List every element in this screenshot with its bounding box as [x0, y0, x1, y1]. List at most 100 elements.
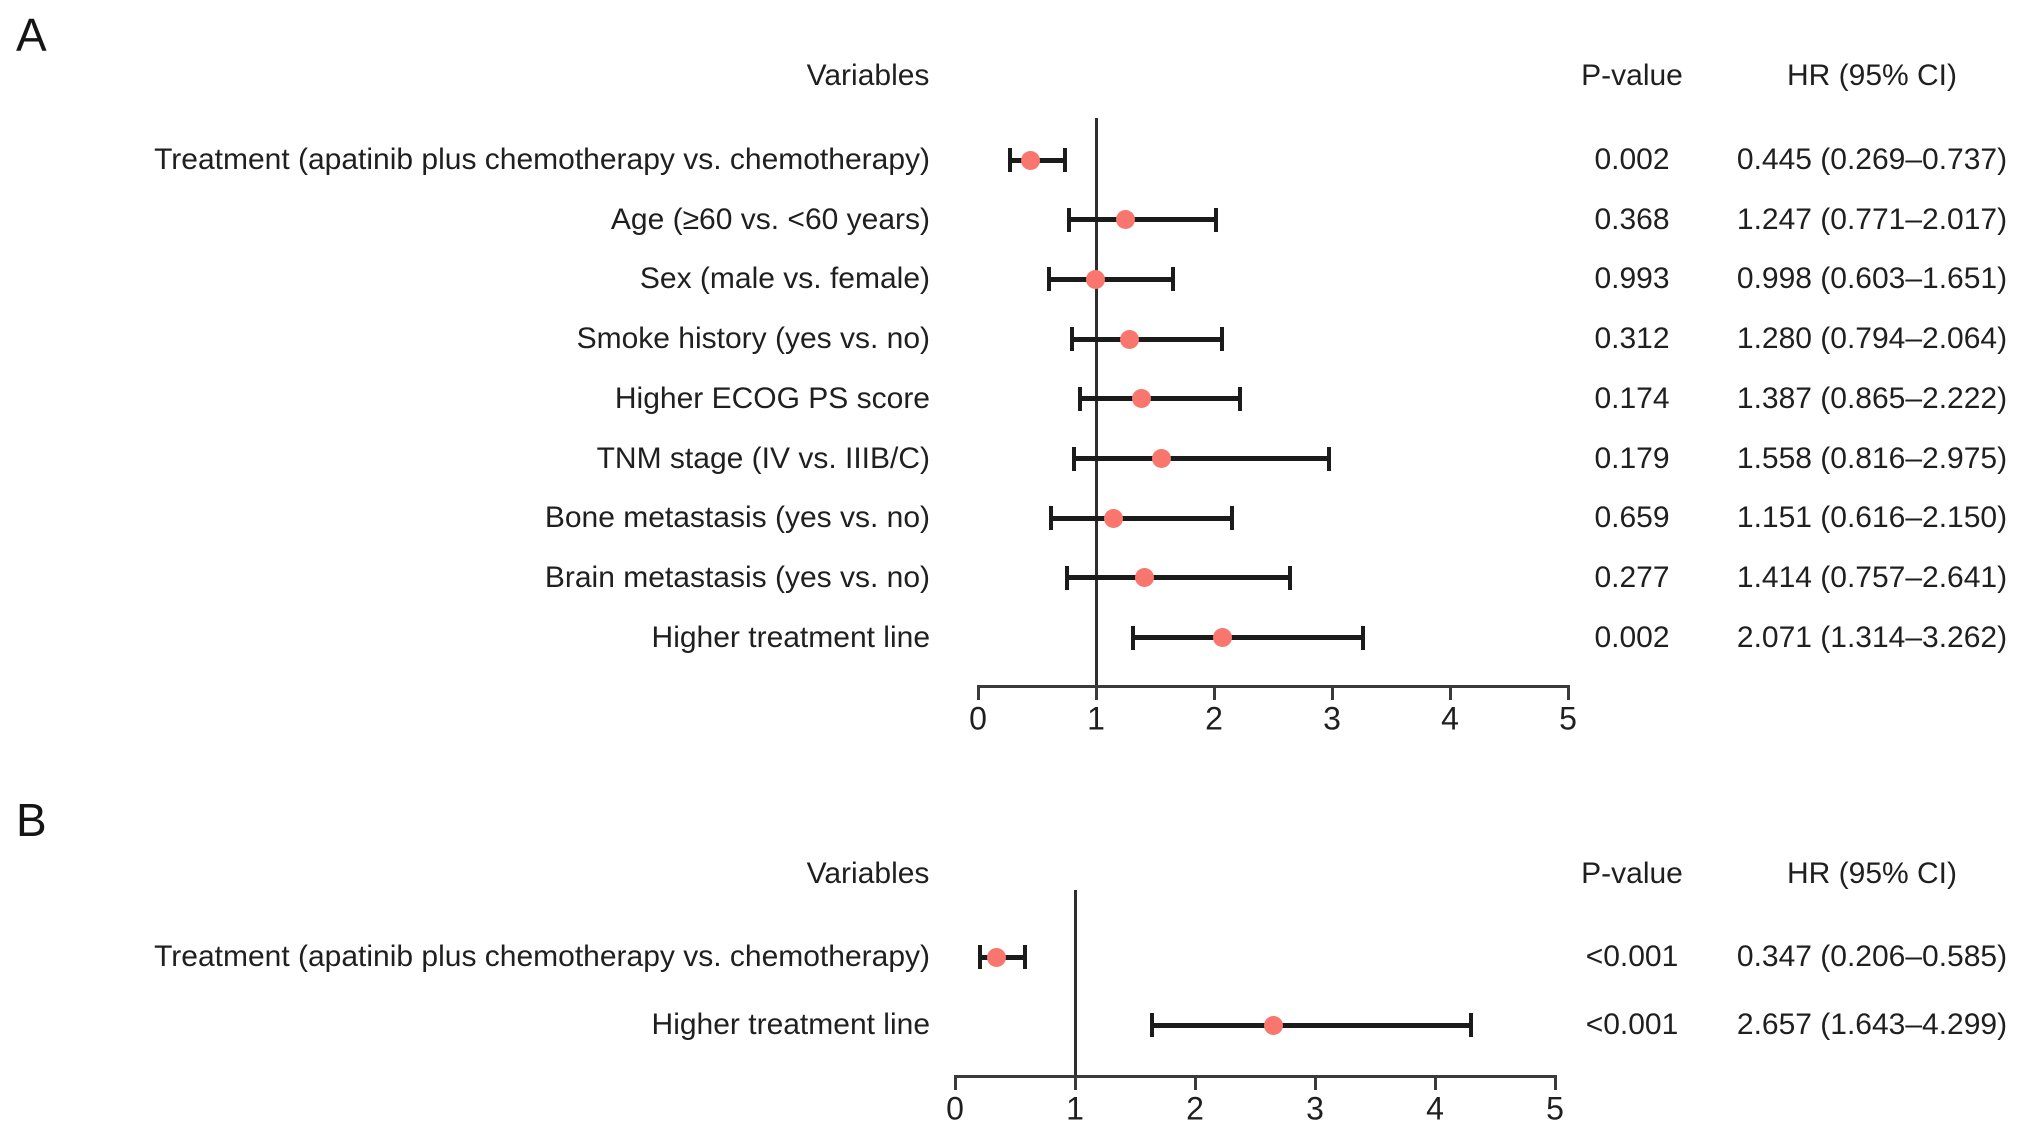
ci-cap-left [1069, 327, 1074, 352]
hr-ci-cell: 1.414 (0.757–2.641) [1736, 560, 2008, 594]
row-label: Higher treatment line [651, 1008, 930, 1041]
x-axis-tick [1193, 1077, 1197, 1090]
hr-ci-cell: 1.558 (0.816–2.975) [1736, 441, 2008, 475]
row-label: TNM stage (IV vs. IIIB/C) [596, 441, 930, 475]
ci-cap-right [1238, 386, 1243, 411]
hr-point-marker [987, 947, 1007, 967]
hr-ci-cell: 1.387 (0.865–2.222) [1736, 381, 2008, 415]
x-axis-tick-label: 1 [1066, 1090, 1084, 1127]
column-header-variables: Variables [806, 857, 930, 890]
x-axis-tick-label: 2 [1186, 1090, 1204, 1127]
hr-point-marker [1021, 150, 1040, 170]
x-axis-tick-label: 0 [946, 1090, 964, 1127]
ci-bar [1050, 515, 1232, 521]
row-label: Sex (male vs. female) [639, 262, 930, 296]
ci-cap-left [1066, 207, 1071, 232]
column-header-variables: Variables [806, 59, 930, 92]
x-axis-tick [1094, 687, 1098, 700]
x-axis-tick-label: 4 [1426, 1090, 1444, 1127]
x-axis-tick-label: 4 [1441, 700, 1459, 737]
column-header-p-value: P-value [1581, 857, 1683, 890]
p-value-cell: 0.277 [1594, 560, 1670, 594]
x-axis-tick [1330, 687, 1334, 700]
x-axis-tick [1448, 687, 1452, 700]
ci-bar [1071, 336, 1222, 342]
ci-cap-right [1287, 565, 1292, 590]
p-value-cell: 0.002 [1594, 143, 1670, 176]
x-axis-tick [1212, 687, 1216, 700]
x-axis-line [953, 1075, 1557, 1078]
x-axis-tick [1553, 1077, 1557, 1090]
ci-cap-left [1007, 148, 1012, 172]
ci-cap-right [1229, 506, 1234, 531]
hr-point-marker [1119, 329, 1139, 349]
hr-point-marker [1086, 269, 1106, 289]
x-axis-line [976, 685, 1570, 688]
hr-ci-cell: 1.151 (0.616–2.150) [1736, 501, 2008, 535]
reference-line [1094, 118, 1098, 685]
hr-point-marker [1135, 568, 1155, 588]
hr-point-marker [1132, 389, 1152, 409]
hr-ci-cell: 0.445 (0.269–0.737) [1736, 143, 2008, 176]
hr-point-marker [1115, 210, 1135, 230]
ci-cap-left [1131, 625, 1136, 650]
ci-cap-right [1170, 267, 1175, 292]
x-axis-tick-label: 5 [1546, 1090, 1564, 1127]
panel-b-label: B [16, 794, 47, 846]
ci-bar [1068, 217, 1216, 223]
column-header-hr-ci: HR (95% CI) [1786, 857, 1958, 890]
ci-cap-left [1048, 506, 1053, 531]
p-value-cell: 0.174 [1594, 381, 1670, 415]
ci-cap-left [1150, 1013, 1155, 1037]
x-axis-tick [1073, 1077, 1077, 1090]
ci-cap-right [1468, 1013, 1473, 1037]
row-label: Treatment (apatinib plus chemotherapy vs… [154, 940, 930, 973]
x-axis-tick-label: 2 [1205, 700, 1223, 737]
ci-bar [1133, 635, 1363, 641]
hr-ci-cell: 1.280 (0.794–2.064) [1736, 322, 2008, 356]
hr-ci-cell: 1.247 (0.771–2.017) [1736, 202, 2008, 236]
p-value-cell: 0.368 [1594, 202, 1670, 236]
column-header-p-value: P-value [1581, 59, 1683, 92]
row-label: Bone metastasis (yes vs. no) [544, 501, 930, 535]
hr-point-marker [1264, 1015, 1284, 1035]
hr-point-marker [1212, 628, 1232, 648]
hr-ci-cell: 0.347 (0.206–0.585) [1736, 940, 2008, 973]
ci-cap-right [1062, 148, 1067, 172]
ci-cap-left [1065, 565, 1070, 590]
ci-bar [1049, 276, 1173, 282]
ci-bar [1067, 575, 1290, 581]
column-header-hr-ci: HR (95% CI) [1786, 59, 1958, 92]
ci-cap-left [1078, 386, 1083, 411]
hr-ci-cell: 2.657 (1.643–4.299) [1736, 1008, 2008, 1041]
p-value-cell: 0.179 [1594, 441, 1670, 475]
row-label: Age (≥60 vs. <60 years) [610, 202, 930, 236]
ci-cap-left [1047, 267, 1052, 292]
hr-point-marker [1152, 449, 1172, 468]
p-value-cell: 0.993 [1594, 262, 1670, 296]
ci-cap-left [1072, 446, 1077, 471]
x-axis-tick-label: 3 [1306, 1090, 1324, 1127]
hr-ci-cell: 0.998 (0.603–1.651) [1736, 262, 2008, 296]
x-axis-tick-label: 5 [1559, 700, 1577, 737]
ci-cap-right [1023, 945, 1028, 969]
p-value-cell: 0.002 [1594, 620, 1670, 654]
p-value-cell: 0.659 [1594, 501, 1670, 535]
x-axis-tick [953, 1077, 957, 1090]
x-axis-tick [1566, 687, 1570, 700]
reference-line [1073, 890, 1077, 1075]
x-axis-tick-label: 1 [1087, 700, 1105, 737]
ci-bar [1152, 1022, 1471, 1028]
row-label: Higher treatment line [651, 620, 930, 654]
ci-cap-right [1360, 625, 1365, 650]
ci-cap-right [1214, 207, 1218, 232]
ci-cap-left [977, 945, 982, 969]
ci-cap-right [1219, 327, 1224, 352]
p-value-cell: <0.001 [1585, 1008, 1679, 1041]
hr-ci-cell: 2.071 (1.314–3.262) [1736, 620, 2008, 654]
panel-a-label: A [16, 9, 47, 61]
ci-bar [1074, 456, 1330, 461]
